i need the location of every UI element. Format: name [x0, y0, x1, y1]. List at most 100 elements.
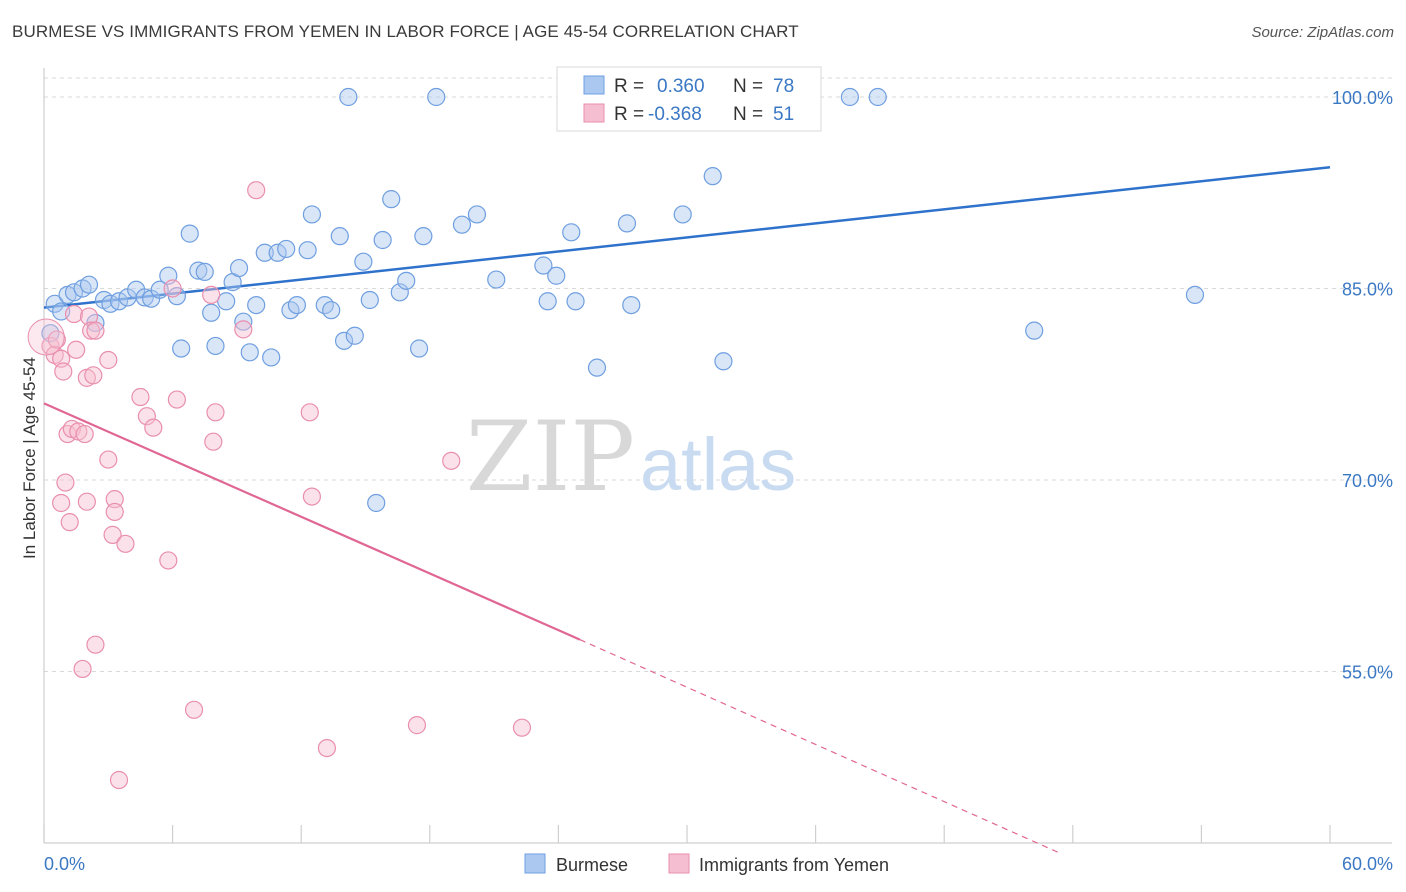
trend-lines — [43, 165, 1331, 855]
data-point — [427, 87, 446, 107]
data-point — [135, 288, 154, 307]
legend-n-label-1: N = — [733, 76, 763, 97]
data-point — [703, 167, 722, 186]
data-point — [47, 330, 66, 349]
grid-lines — [44, 77, 1392, 672]
bottom-legend-swatch-burmese — [524, 853, 546, 874]
legend-r-label-2: R = — [614, 104, 644, 125]
data-point — [77, 492, 96, 511]
data-point — [512, 718, 532, 737]
data-point — [202, 285, 221, 304]
bottom-legend-burmese: Burmese — [556, 855, 628, 875]
legend-r-label-1: R = — [614, 76, 644, 97]
data-point — [172, 339, 191, 358]
data-point — [714, 352, 733, 371]
data-point — [534, 256, 553, 275]
data-point — [587, 358, 607, 377]
data-point — [538, 292, 557, 311]
data-point — [317, 738, 337, 758]
data-point — [217, 292, 236, 311]
data-point — [247, 181, 266, 200]
axes — [43, 68, 1392, 844]
data-point — [229, 258, 249, 278]
data-point — [75, 424, 94, 444]
data-point — [277, 239, 296, 259]
data-point — [206, 336, 225, 356]
data-point — [868, 87, 887, 107]
data-point — [56, 473, 75, 492]
data-point — [840, 87, 859, 107]
data-point — [345, 326, 364, 345]
data-point — [247, 295, 266, 315]
data-point — [397, 271, 416, 290]
data-point — [673, 205, 692, 224]
data-point — [334, 331, 354, 350]
data-point — [302, 487, 322, 506]
data-point — [622, 295, 641, 315]
data-point — [54, 362, 73, 381]
data-point — [144, 418, 163, 437]
data-point — [159, 551, 178, 570]
data-point — [268, 243, 287, 262]
data-point — [116, 534, 135, 553]
data-point — [234, 320, 253, 339]
data-point — [82, 321, 101, 340]
data-point — [322, 301, 341, 320]
y-tick-label: 85.0% — [1342, 280, 1393, 300]
data-point — [367, 493, 386, 513]
data-point — [86, 321, 105, 340]
x-tick-label: 0.0% — [44, 854, 85, 874]
bottom-legend-yemen: Immigrants from Yemen — [699, 855, 889, 875]
data-point — [302, 205, 322, 224]
data-point — [566, 292, 585, 311]
data-point — [409, 339, 429, 358]
chart-title: BURMESE VS IMMIGRANTS FROM YEMEN IN LABO… — [12, 22, 799, 41]
data-point — [382, 190, 401, 209]
data-point — [354, 252, 373, 271]
data-point — [442, 451, 461, 470]
data-point — [1025, 321, 1044, 340]
bottom-legend: Burmese Immigrants from Yemen — [524, 853, 889, 875]
legend-n-label-2: N = — [733, 104, 763, 125]
data-point — [137, 407, 156, 426]
data-point — [562, 223, 581, 242]
data-point — [73, 659, 92, 679]
data-point — [131, 387, 150, 407]
data-point — [202, 303, 221, 322]
data-point — [99, 350, 118, 370]
data-point — [255, 243, 274, 262]
data-point — [64, 304, 84, 324]
y-tick-label: 55.0% — [1342, 663, 1393, 683]
data-point — [195, 262, 214, 282]
tick-labels: 100.0% 85.0% 70.0% 55.0% 0.0% 60.0% — [44, 88, 1393, 874]
data-point — [180, 224, 199, 243]
data-point — [204, 432, 223, 451]
data-point — [1185, 285, 1205, 304]
y-tick-label: 100.0% — [1332, 88, 1393, 108]
data-point — [84, 366, 103, 385]
x-tick-label: 60.0% — [1342, 854, 1393, 874]
legend-r-value-2: -0.368 — [648, 104, 702, 125]
data-point — [330, 227, 349, 246]
data-point — [452, 215, 472, 234]
data-point — [109, 292, 129, 311]
data-point — [103, 525, 122, 544]
data-point — [109, 770, 129, 790]
data-point — [27, 318, 65, 356]
y-tick-label: 70.0% — [1342, 471, 1393, 491]
legend-n-value-2: 51 — [773, 104, 794, 125]
data-point — [150, 280, 169, 299]
data-point — [64, 283, 84, 302]
data-point — [487, 270, 506, 289]
data-point — [373, 230, 392, 250]
watermark-atlas: atlas — [640, 423, 796, 506]
data-point — [414, 227, 433, 246]
data-point — [67, 340, 86, 359]
legend-n-value-1: 78 — [773, 76, 794, 97]
data-point — [390, 283, 409, 302]
data-point — [206, 403, 225, 422]
data-point — [467, 205, 487, 224]
data-point — [339, 87, 358, 107]
data-point — [262, 348, 281, 367]
